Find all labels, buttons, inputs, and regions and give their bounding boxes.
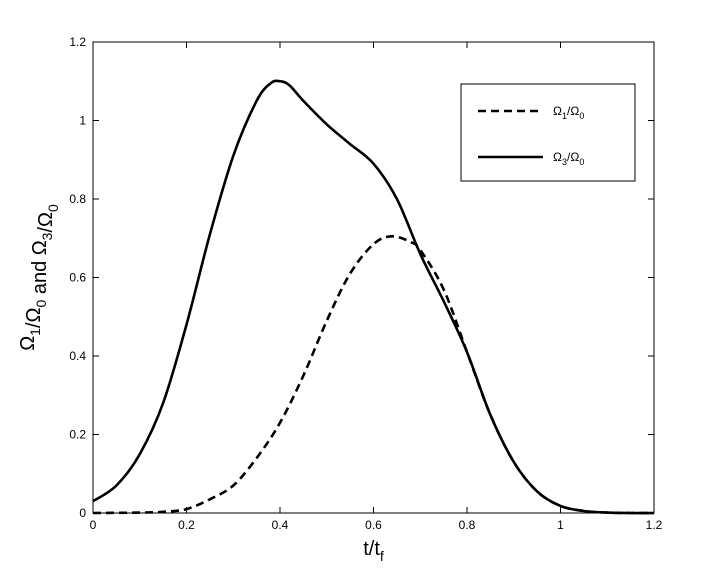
y-axis-label: Ω1/Ω0 and Ω3/Ω0 [17,204,61,351]
legend-label-1: Ω1​/Ω0​ [553,104,584,121]
axis-ticks: 0 0.2 0.4 0.6 0.8 1 1.2 0 0.2 0.4 0.6 0.8 1 1.2 [69,35,662,532]
legend-label-2: Ω3​/Ω0​ [553,150,584,167]
x-tick-label: 0.6 [365,518,382,532]
y-tick-label: 0.6 [69,271,86,285]
axis-labels: t/tf Ω1/Ω0 and Ω3/Ω0 [17,204,384,564]
x-axis-label: t/tf [363,538,384,564]
legend-box [460,83,636,182]
series-line-2 [92,79,655,515]
legend: Ω1​/Ω0​ Ω3​/Ω0​ [460,83,636,182]
x-tick-label: 1.2 [646,518,663,532]
x-tick-label: 0.2 [178,518,195,532]
y-tick-label: 0.2 [69,428,86,442]
x-tick-label: 0.4 [272,518,289,532]
x-tick-label: 0 [90,518,97,532]
series-line-1 [92,234,655,515]
y-tick-label: 0.8 [69,192,86,206]
series-layer [92,79,655,515]
y-tick-label: 1.2 [69,35,86,49]
y-tick-label: 0 [79,506,86,520]
y-tick-label: 1 [79,114,86,128]
x-tick-label: 1 [557,518,564,532]
x-tick-label: 0.8 [459,518,476,532]
y-tick-label: 0.4 [69,349,86,363]
